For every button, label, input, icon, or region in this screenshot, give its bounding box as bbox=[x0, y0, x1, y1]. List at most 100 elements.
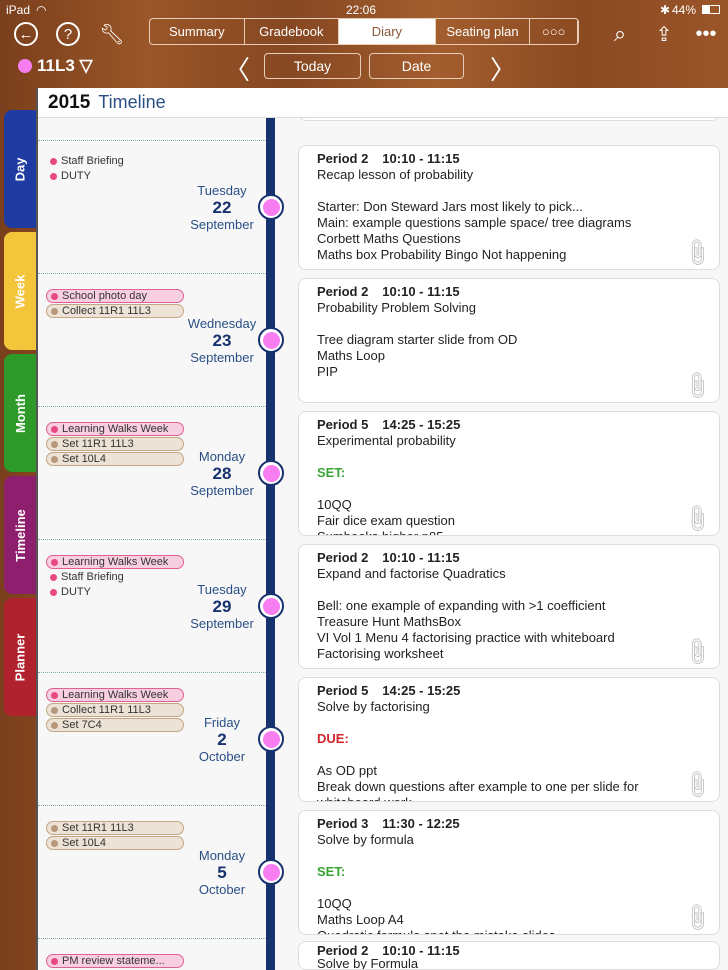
event-item[interactable]: Set 10L4 bbox=[46, 452, 184, 466]
share-icon[interactable]: ⇪ bbox=[655, 23, 673, 46]
month: September bbox=[190, 350, 254, 365]
side-tab-label: Timeline bbox=[12, 508, 28, 562]
help-icon[interactable]: ? bbox=[56, 22, 80, 46]
period: Period 2 bbox=[317, 943, 369, 958]
side-tab-month[interactable]: Month bbox=[4, 354, 36, 472]
lesson-note: Maths box Probability Bingo Not happenin… bbox=[317, 247, 567, 262]
weekday: Friday bbox=[203, 715, 241, 730]
class-selector[interactable]: 11L3 ▽ bbox=[18, 56, 93, 76]
tab-gradebook[interactable]: Gradebook bbox=[245, 19, 340, 44]
lesson-note: Factorising worksheet bbox=[317, 646, 444, 661]
date-label: Tuesday 22 September bbox=[178, 182, 266, 233]
event-dot bbox=[51, 706, 58, 714]
next-icon[interactable]: 〉 bbox=[490, 55, 517, 85]
event-item[interactable]: Set 11R1 11L3 bbox=[46, 821, 184, 835]
battery-level: 44% bbox=[672, 3, 697, 17]
event-item[interactable]: Staff Briefing bbox=[46, 154, 184, 168]
event-item[interactable]: DUTY bbox=[46, 585, 184, 599]
event-item[interactable]: Set 7C4 bbox=[46, 718, 184, 732]
event-item[interactable]: Learning Walks Week bbox=[46, 688, 184, 702]
side-tab-day[interactable]: Day bbox=[4, 110, 36, 228]
timeline-node[interactable] bbox=[258, 460, 284, 486]
today-button[interactable]: Today bbox=[264, 53, 361, 79]
event-label: Staff Briefing bbox=[61, 571, 124, 583]
tab--[interactable]: ○○○ bbox=[530, 19, 578, 44]
weekday: Tuesday bbox=[197, 582, 247, 597]
lesson-card[interactable]: Period 2 10:10 - 11:15 Probability Problem… bbox=[298, 278, 720, 403]
lesson-card[interactable]: Period 2 10:10 - 11:15 Expand and factoris… bbox=[298, 544, 720, 669]
event-dot bbox=[51, 691, 58, 699]
period-time: 14:25 - 15:25 bbox=[382, 417, 461, 432]
event-item[interactable]: Learning Walks Week bbox=[46, 555, 184, 569]
lesson-note: Corbett Maths Questions bbox=[317, 231, 461, 246]
timeline-node[interactable] bbox=[258, 859, 284, 885]
lesson-card[interactable]: Period 5 14:25 - 15:25 Experimental probab… bbox=[298, 411, 720, 536]
event-label: Set 10L4 bbox=[62, 453, 107, 465]
lesson-note: SET: bbox=[317, 864, 346, 879]
timeline-node[interactable] bbox=[258, 194, 284, 220]
wrench-icon[interactable]: 🔧︎ bbox=[99, 23, 125, 46]
period-time: 11:30 - 12:25 bbox=[382, 816, 460, 831]
day-row: Learning Walks Week Collect 11R1 11L3 Set … bbox=[38, 672, 728, 805]
timeline-panel: 2015 Timeline 📎︎ Staff BriefingDUTYTuesd… bbox=[36, 88, 728, 970]
lesson-note: Main: example questions sample space/ tr… bbox=[317, 215, 632, 230]
wifi-icon: ◠ bbox=[36, 3, 47, 17]
day-row: School photo day Collect 11R1 11L3 Wednesd… bbox=[38, 273, 728, 406]
class-color-dot bbox=[262, 597, 280, 615]
lesson-note: Tree diagram starter slide from OD bbox=[317, 332, 518, 347]
tab-summary[interactable]: Summary bbox=[150, 19, 245, 44]
tab-seating-plan[interactable]: Seating plan bbox=[436, 19, 531, 44]
event-item[interactable]: Set 11R1 11L3 bbox=[46, 437, 184, 451]
event-item[interactable]: Set 10L4 bbox=[46, 836, 184, 850]
side-tab-label: Week bbox=[12, 274, 28, 308]
row-divider bbox=[38, 672, 266, 673]
event-item[interactable]: School photo day bbox=[46, 289, 184, 303]
class-color-dot bbox=[18, 59, 32, 73]
period-time: 10:10 - 11:15 bbox=[382, 284, 460, 299]
period-time: 10:10 - 11:15 bbox=[382, 151, 460, 166]
day-number: 2 bbox=[217, 730, 227, 749]
side-tab-planner[interactable]: Planner bbox=[4, 598, 36, 716]
event-item[interactable]: Learning Walks Week bbox=[46, 422, 184, 436]
bluetooth-icon: ✱ bbox=[660, 3, 671, 17]
lesson-card[interactable]: Period 2 10:10 - 11:15 Solve by Formula bbox=[298, 941, 720, 970]
lesson-card[interactable]: Period 5 14:25 - 15:25 Solve by factorisin… bbox=[298, 677, 720, 802]
previous-icon[interactable]: 〈 bbox=[224, 55, 251, 85]
day-row: Learning Walks Week Staff Briefing DUTY Tue… bbox=[38, 539, 728, 672]
event-item[interactable]: PM review stateme... bbox=[46, 954, 184, 968]
lesson-card[interactable]: Period 3 11:30 - 12:25 Solve by formula SET… bbox=[298, 810, 720, 935]
month: October bbox=[198, 882, 246, 897]
panel-header: 2015 Timeline bbox=[38, 88, 728, 118]
back-icon[interactable]: ← bbox=[14, 22, 38, 46]
date-button[interactable]: Date bbox=[369, 53, 464, 79]
event-dot bbox=[51, 455, 58, 463]
lesson-note: Solve by Formula bbox=[317, 956, 419, 970]
class-color-dot bbox=[262, 464, 280, 482]
lesson-note: DUE: bbox=[317, 731, 349, 746]
event-label: Learning Walks Week bbox=[62, 689, 169, 701]
more-icon[interactable]: ••• bbox=[695, 22, 717, 45]
lesson-note: Maths Loop bbox=[317, 348, 385, 363]
search-icon[interactable]: ⌕ bbox=[613, 21, 627, 46]
lesson-note bbox=[317, 582, 701, 598]
lesson-card[interactable]: Period 2 10:10 - 11:15 Recap lesson of pro… bbox=[298, 145, 720, 270]
lesson-note bbox=[317, 449, 701, 465]
day-row: Staff Briefing DUTY Tuesday 22 September Peri… bbox=[38, 140, 728, 273]
period: Period 5 bbox=[317, 417, 369, 432]
year: 2015 bbox=[48, 91, 91, 113]
event-item[interactable]: DUTY bbox=[46, 169, 184, 183]
tab-diary[interactable]: Diary bbox=[339, 19, 436, 44]
class-color-dot bbox=[262, 863, 280, 881]
side-tab-week[interactable]: Week bbox=[4, 232, 36, 350]
event-item[interactable]: Staff Briefing bbox=[46, 570, 184, 584]
event-item[interactable]: Collect 11R1 11L3 bbox=[46, 304, 184, 318]
date-label: Monday 28 September bbox=[178, 448, 266, 499]
event-item[interactable]: Collect 11R1 11L3 bbox=[46, 703, 184, 717]
weekday: Tuesday bbox=[197, 183, 247, 198]
event-label: Learning Walks Week bbox=[62, 423, 169, 435]
timeline-node[interactable] bbox=[258, 593, 284, 619]
side-tab-timeline[interactable]: Timeline bbox=[4, 476, 36, 594]
event-label: Set 11R1 11L3 bbox=[62, 438, 134, 450]
timeline-node[interactable] bbox=[258, 726, 284, 752]
timeline-node[interactable] bbox=[258, 327, 284, 353]
